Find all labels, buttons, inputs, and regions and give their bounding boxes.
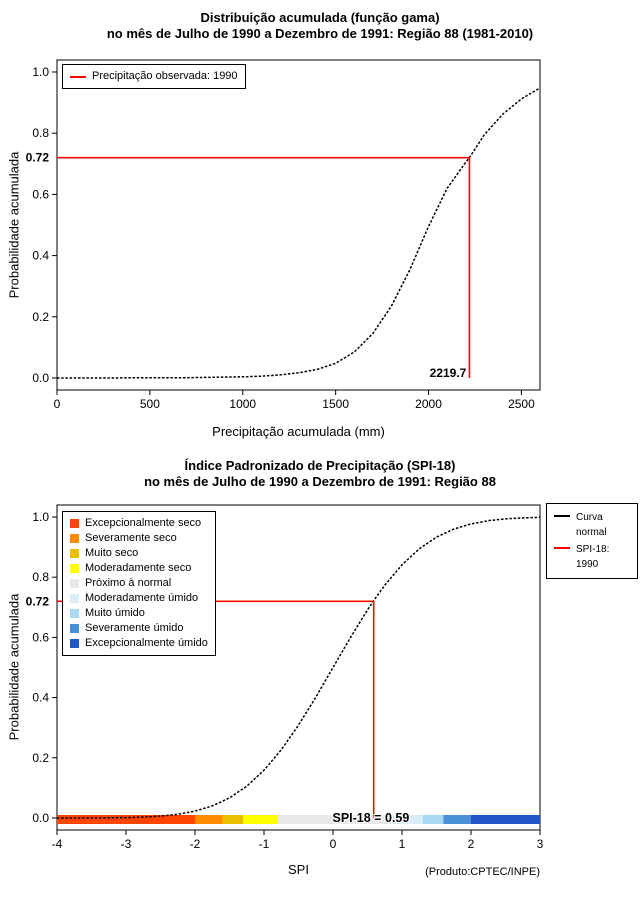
marker-y-label: 0.72 [26,594,50,608]
color-swatch [70,594,79,603]
gamma-cdf-plot: 0 500 1000 1500 2000 2500 0.0 0.2 0.4 0.6 0.8 1.0 0.… [26,59,541,411]
spi-title-line-1: Índice Padronizado de Precipitação (SPI-… [184,458,456,473]
observed-marker-line [57,156,471,378]
curva-gama-curve [57,87,541,379]
legend-label: SPI-18: 1990 [576,544,610,570]
x-tick-label: 3 [537,837,544,851]
legend-label: Excepcionalmente úmido [85,637,208,649]
legend-item: Excepcionalmente seco [70,516,208,531]
color-swatch [70,579,79,588]
line-swatch [554,515,570,517]
x-tick-label: 0 [330,837,337,851]
spi-colorbar-segment [277,815,389,824]
gamma-title-line-2: no mês de Julho de 1990 a Dezembro de 19… [106,26,534,41]
legend-label: Muito seco [85,547,139,559]
y-tick-label: 0.2 [32,310,49,324]
legend-item: Excepcionalmente úmido [70,636,208,651]
legend-item: Moderadamente úmido [70,591,208,606]
legend-item: Moderadamente seco [70,561,208,576]
marker-x-label: 2219.7 [430,366,467,380]
spi-xaxis-label: SPI [288,862,309,877]
y-tick-label: 0.6 [32,187,49,201]
spi-value-annotation: SPI-18 = 0.59 [333,811,410,825]
spi-yaxis-label: Probabilidade acumulada [6,593,22,741]
x-tick-label: -4 [52,837,63,851]
legend-label: Excepcionalmente seco [85,517,202,529]
x-tick-label: 2 [468,837,475,851]
x-tick-label: 1 [399,837,406,851]
color-swatch [70,564,79,573]
legend-item: Curva normal [554,510,630,540]
legend-item: Muito úmido [70,606,208,621]
y-tick-label: 0.0 [32,811,49,825]
y-tick-label: 0.8 [32,570,49,584]
spi-chart-title: Índice Padronizado de Precipitação (SPI-… [0,458,640,490]
legend-label: Moderadamente úmido [85,592,199,604]
spi-category-legend: Excepcionalmente seco Severamente seco Mui… [62,511,216,656]
spi-colorbar-segment [243,815,278,824]
x-tick-label: -3 [121,837,132,851]
legend-item: Próximo à normal [70,576,208,591]
legend-label: Severamente úmido [85,622,184,634]
y-tick-label: 1.0 [32,65,49,79]
legend-item: Precipitação observada: 1990 [70,69,238,84]
color-swatch [70,624,79,633]
legend-item: SPI-18: 1990 [554,542,630,572]
line-swatch [70,75,86,78]
legend-label: Severamente seco [85,532,177,544]
y-tick-label: 1.0 [32,510,49,524]
y-tick-label: 0.8 [32,126,49,140]
color-swatch [70,534,79,543]
legend-label: Curva normal [576,512,607,538]
y-tick-label: 0.2 [32,751,49,765]
marker-y-label: 0.72 [26,151,50,165]
legend-item: Severamente seco [70,531,208,546]
color-swatch [70,549,79,558]
line-swatch [554,547,570,549]
spi-colorbar-segment [443,815,471,824]
x-tick-label: 1000 [229,397,256,411]
product-credit: (Produto:CPTEC/INPE) [425,866,540,878]
x-tick-label: 2000 [415,397,442,411]
spi-colorbar-segment [195,815,223,824]
y-tick-label: 0.4 [32,691,49,705]
legend-label: Muito úmido [85,607,145,619]
plot-box [56,59,541,391]
x-tick-label: 1500 [322,397,349,411]
spi-colorbar-segment [388,815,423,824]
gamma-xaxis-label: Precipitação acumulada (mm) [212,424,385,439]
spi-colorbar-segment [57,815,195,824]
y-tick-label: 0.6 [32,630,49,644]
gamma-yaxis-label: Probabilidade acumulada [6,151,22,299]
legend-label: Precipitação observada: 1990 [92,70,238,82]
x-tick-label: 2500 [508,397,535,411]
y-tick-label: 0.4 [32,249,49,263]
spi-colorbar-segment [222,815,244,824]
legend-item: Muito seco [70,546,208,561]
gamma-legend: Precipitação observada: 1990 [62,64,246,89]
x-tick-label: -1 [259,837,270,851]
x-tick-label: 500 [140,397,160,411]
x-tick-label: -2 [190,837,201,851]
legend-label: Próximo à normal [85,577,172,589]
legend-label: Moderadamente seco [85,562,192,574]
color-swatch [70,609,79,618]
legend-item: Severamente úmido [70,621,208,636]
gamma-chart-title: Distribuição acumulada (função gama) no … [0,10,640,42]
spi-colorbar-segment [471,815,540,824]
spi-title-line-2: no mês de Julho de 1990 a Dezembro de 19… [144,474,496,489]
spi-curve-legend: Curva normal SPI-18: 1990 [546,503,638,579]
color-swatch [70,639,79,648]
gamma-title-line-1: Distribuição acumulada (função gama) [200,10,440,25]
color-swatch [70,519,79,528]
y-tick-label: 0.0 [32,371,49,385]
x-tick-label: 0 [54,397,61,411]
spi-colorbar-segment [422,815,444,824]
